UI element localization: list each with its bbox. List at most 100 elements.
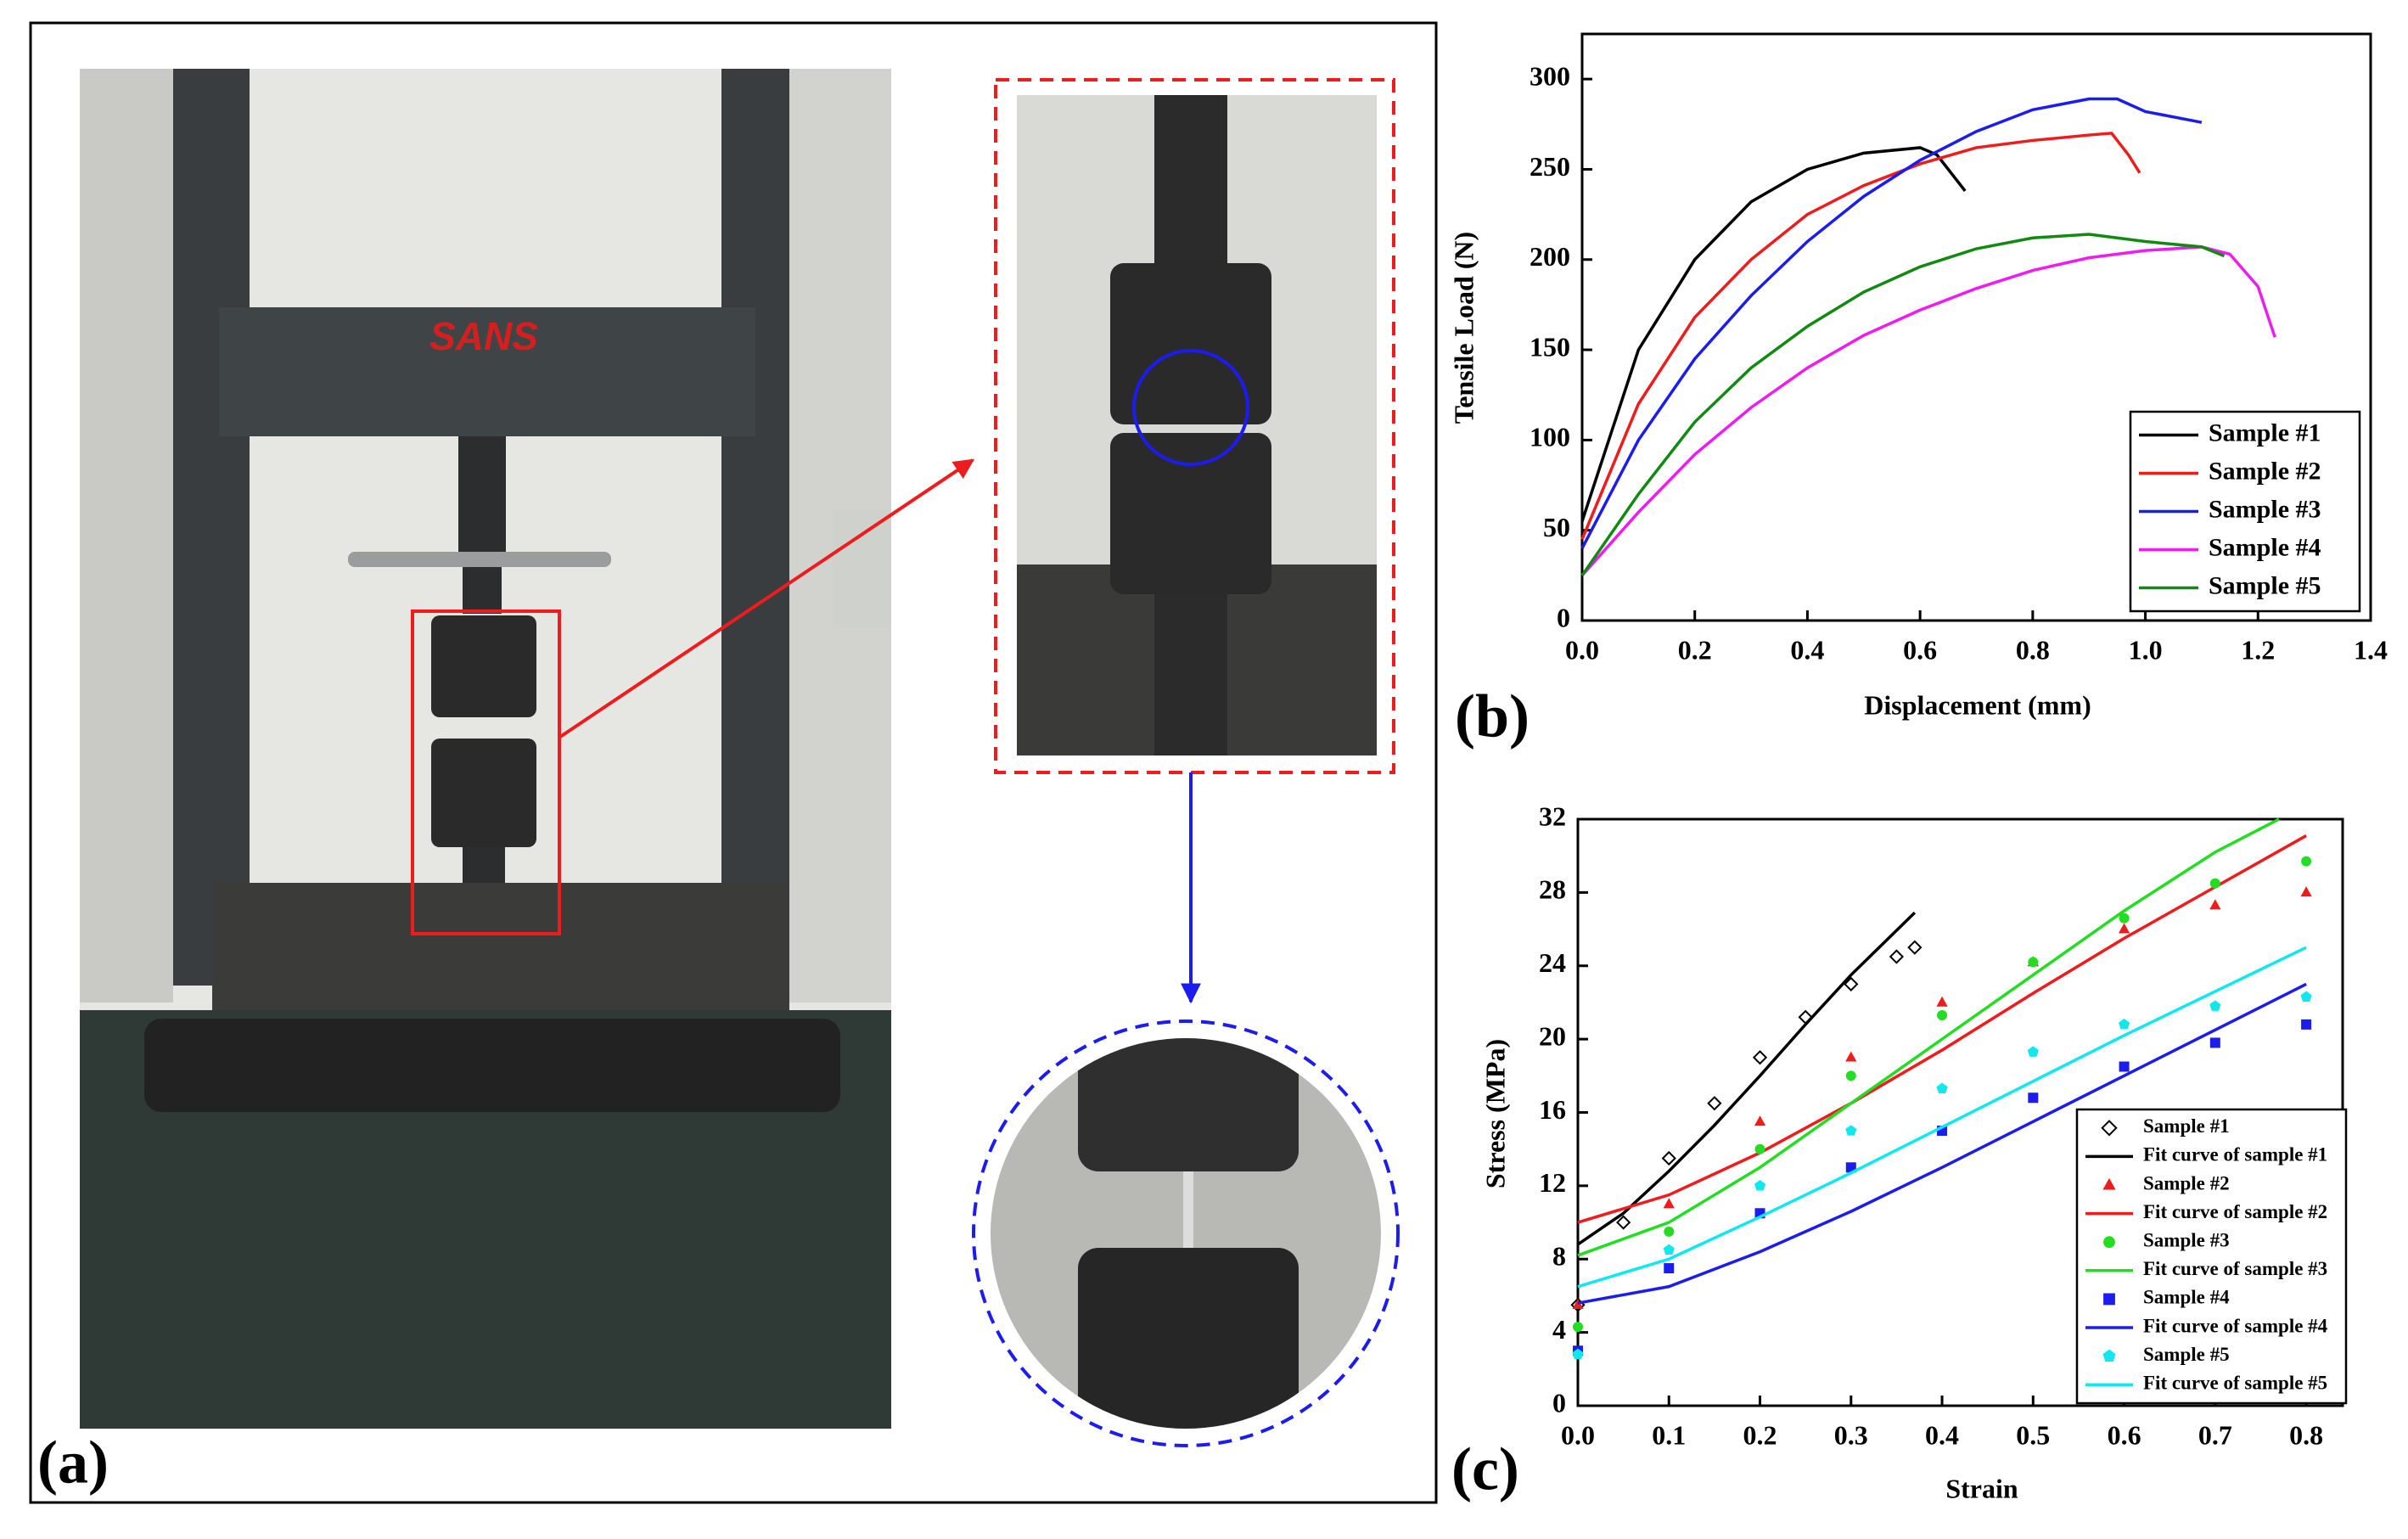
- x-tick-label: 0.3: [1834, 1419, 1868, 1450]
- y-tick-label: 4: [1552, 1314, 1566, 1345]
- column-left: [173, 69, 250, 986]
- column-right: [721, 69, 789, 986]
- series-line: [1580, 97, 2203, 549]
- zoom-frame: [972, 1019, 1400, 1447]
- legend-label: Fit curve of sample #4: [2143, 1315, 2328, 1336]
- data-point: [1754, 1143, 1765, 1154]
- panel-label: (a): [37, 1429, 109, 1497]
- lower-grip: [431, 739, 536, 847]
- data-point: [2119, 1018, 2130, 1030]
- x-tick-label: 0.4: [1790, 634, 1824, 665]
- data-point: [1845, 1125, 1857, 1136]
- x-tick-label: 0.5: [2016, 1419, 2050, 1450]
- series-line: [1577, 982, 2307, 1305]
- data-point: [2209, 899, 2221, 910]
- x-tick-label: 0.7: [2198, 1419, 2232, 1450]
- bed: [144, 1019, 840, 1112]
- y-tick-label: 24: [1539, 947, 1566, 978]
- inset-frame: [994, 78, 1395, 774]
- inset-lower-grip: [1110, 433, 1271, 594]
- data-point: [1573, 1322, 1583, 1333]
- series-line: [1580, 233, 2226, 576]
- data-point: [1663, 1244, 1675, 1255]
- data-point: [1663, 1198, 1675, 1209]
- data-point: [1661, 1150, 1676, 1166]
- data-point: [1907, 940, 1922, 955]
- y-axis-title: Tensile Load (N): [1448, 232, 1479, 424]
- plot-frame: [1580, 32, 2372, 622]
- data-point: [1616, 1215, 1631, 1230]
- control-pad: [832, 509, 891, 628]
- data-point: [2300, 991, 2312, 1003]
- legend-label: Fit curve of sample #1: [2143, 1144, 2327, 1165]
- data-point: [1844, 976, 1859, 991]
- data-point: [1754, 1115, 1766, 1126]
- panel-label: (b): [1455, 682, 1530, 750]
- handle: [348, 552, 611, 567]
- data-point: [2028, 957, 2039, 968]
- data-point: [2027, 1046, 2039, 1057]
- x-tick-label: 0.0: [1565, 634, 1599, 665]
- zoom-lower-jaw: [1078, 1248, 1299, 1429]
- data-point: [2118, 923, 2130, 934]
- x-tick-label: 0.1: [1652, 1419, 1686, 1450]
- data-point: [2301, 856, 2312, 867]
- y-tick-label: 12: [1539, 1167, 1566, 1198]
- y-tick-label: 200: [1530, 241, 1570, 272]
- x-tick-label: 0.6: [1903, 634, 1937, 665]
- inset-rod: [1154, 95, 1227, 265]
- data-point: [1754, 1179, 1766, 1191]
- y-tick-label: 50: [1543, 512, 1570, 542]
- series-line: [1580, 146, 1967, 522]
- legend-marker: [2102, 1177, 2116, 1190]
- series-line: [1577, 817, 2280, 1257]
- data-point: [2209, 1000, 2221, 1011]
- legend-label: Fit curve of sample #3: [2143, 1258, 2327, 1279]
- x-tick-label: 0.8: [2016, 634, 2050, 665]
- data-point: [1572, 1348, 1584, 1360]
- x-tick-label: 1.0: [2129, 634, 2163, 665]
- load-cell: [458, 436, 506, 555]
- y-tick-label: 300: [1530, 60, 1570, 91]
- y-tick-label: 250: [1530, 151, 1570, 182]
- data-point: [2209, 1037, 2220, 1048]
- y-tick-label: 16: [1539, 1094, 1566, 1125]
- crossbar: [219, 307, 755, 436]
- legend-marker: [2103, 1236, 2115, 1249]
- zoom-specimen: [1183, 1171, 1193, 1248]
- y-axis-title: Stress (MPa): [1479, 1039, 1510, 1188]
- legend-label: Sample #3: [2143, 1229, 2230, 1250]
- y-tick-label: 32: [1539, 800, 1566, 831]
- legend-marker: [2103, 1293, 2115, 1306]
- inset-lower-rod: [1154, 594, 1227, 755]
- x-tick-label: 0.4: [1925, 1419, 1959, 1450]
- upper-grip: [431, 615, 536, 717]
- inset-upper-grip: [1110, 263, 1271, 424]
- data-point: [1845, 1051, 1857, 1062]
- panel-label: (c): [1451, 1435, 1519, 1503]
- y-tick-label: 0: [1552, 1387, 1566, 1418]
- zoom-upper-jaw: [1078, 1038, 1299, 1171]
- legend-label: Sample #5: [2209, 571, 2321, 599]
- data-point: [1936, 996, 1948, 1007]
- x-axis-title: Strain: [1945, 1473, 2018, 1503]
- arrow: [558, 458, 974, 739]
- x-tick-label: 0.0: [1561, 1419, 1595, 1450]
- zoom-marker: [1132, 349, 1249, 466]
- frame-left: [80, 69, 173, 1003]
- data-point: [2119, 1061, 2130, 1072]
- data-point: [1937, 1010, 1948, 1021]
- data-point: [2209, 878, 2220, 889]
- highlight-box: [411, 609, 561, 935]
- data-point: [2300, 886, 2312, 897]
- data-point: [1936, 1082, 1948, 1094]
- data-point: [2119, 913, 2130, 924]
- data-point: [1707, 1096, 1722, 1111]
- legend-label: Sample #3: [2209, 495, 2321, 523]
- photo-panel: SANS (a): [29, 21, 1438, 1504]
- y-tick-label: 150: [1530, 331, 1570, 362]
- legend-box: [2075, 1108, 2348, 1405]
- y-tick-label: 100: [1530, 422, 1570, 452]
- y-tick-label: 0: [1557, 602, 1570, 632]
